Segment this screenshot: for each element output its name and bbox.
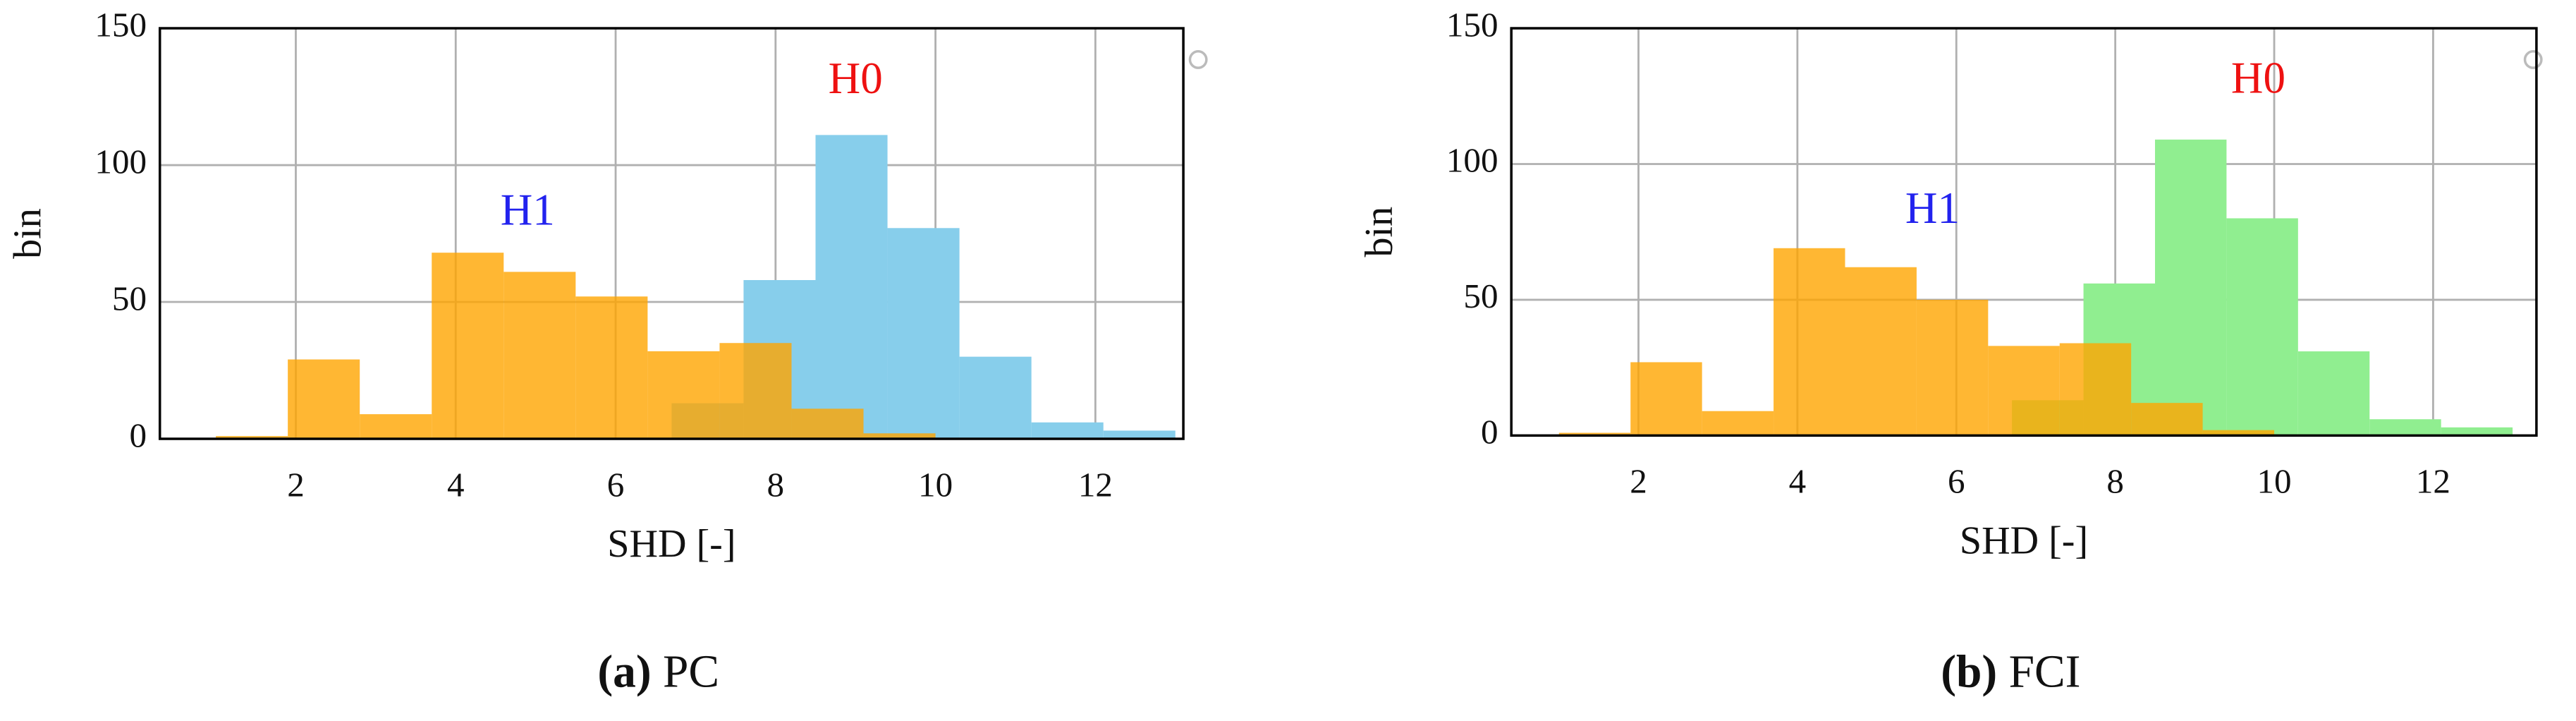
x-tick-label: 12 [1078, 465, 1113, 504]
annotation: H0 [829, 54, 883, 103]
x-tick-label: 2 [1630, 462, 1647, 501]
histogram-bar [216, 436, 288, 440]
histogram-bar [863, 433, 936, 440]
histogram-bar [2369, 419, 2441, 436]
histogram-bar [2297, 351, 2370, 436]
x-tick-label: 6 [607, 465, 625, 504]
histogram-bar [2059, 343, 2132, 436]
histogram-bar [1702, 411, 1774, 436]
x-tick-label: 12 [2416, 462, 2450, 501]
histogram-bar [1845, 267, 1917, 436]
caption: (b) FCI [1941, 647, 2080, 698]
histogram-bar [360, 414, 432, 440]
histogram-bar [647, 351, 720, 440]
histogram-bar [1103, 430, 1176, 440]
y-axis-label: bin [6, 208, 49, 259]
histogram-bar [815, 135, 888, 440]
y-axis-label: bin [1357, 207, 1401, 258]
histogram-bar [2202, 430, 2275, 436]
x-tick-label: 10 [2257, 462, 2291, 501]
histogram-bar [575, 296, 648, 440]
x-tick-label: 4 [447, 465, 465, 504]
histogram-bar [432, 253, 504, 440]
histogram-bar [1916, 299, 1989, 436]
annotation: H1 [501, 185, 555, 234]
annotation: H1 [1905, 183, 1960, 233]
histogram-bar [2154, 139, 2227, 436]
x-tick-label: 4 [1789, 462, 1807, 501]
annotation: H0 [2231, 54, 2285, 103]
histogram-bar [1558, 432, 1631, 436]
y-tick-label: 0 [129, 416, 147, 454]
histogram-bar [2226, 218, 2298, 436]
y-tick-label: 150 [94, 5, 147, 44]
caption-text: FCI [2009, 647, 2081, 698]
plot-frame [158, 27, 1185, 440]
histogram-bar [887, 228, 960, 440]
x-axis-label: SHD [-] [607, 522, 735, 566]
legend-marker [2523, 50, 2543, 69]
y-tick-label: 0 [1481, 413, 1498, 452]
histogram-bar [1031, 422, 1104, 440]
histogram-bar [288, 359, 360, 440]
caption-label: (b) [1941, 647, 1997, 698]
histogram-bar [959, 356, 1032, 440]
y-tick-label: 150 [1446, 5, 1498, 44]
x-tick-label: 10 [918, 465, 953, 504]
x-tick-label: 8 [2106, 462, 2124, 501]
histogram-bar [791, 408, 864, 440]
histogram-bar [719, 343, 792, 440]
histogram-bar [2131, 403, 2203, 436]
histogram-bar [503, 272, 576, 440]
legend-marker [1188, 50, 1208, 69]
caption: (a) PC [597, 647, 719, 698]
plot-frame [1510, 27, 2538, 437]
x-tick-label: 2 [287, 465, 305, 504]
histogram-bar [1774, 248, 1845, 436]
histogram-bar [1630, 362, 1702, 436]
y-tick-label: 100 [1446, 141, 1498, 180]
y-tick-label: 100 [94, 142, 147, 181]
histogram-bar [1988, 346, 2060, 436]
x-axis-label: SHD [-] [1960, 519, 2088, 562]
x-tick-label: 8 [767, 465, 785, 504]
histogram-bar [2441, 427, 2513, 436]
y-tick-label: 50 [1463, 277, 1498, 315]
caption-text: PC [663, 647, 719, 698]
x-tick-label: 6 [1948, 462, 1965, 501]
y-tick-label: 50 [112, 279, 147, 317]
caption-label: (a) [597, 647, 651, 698]
